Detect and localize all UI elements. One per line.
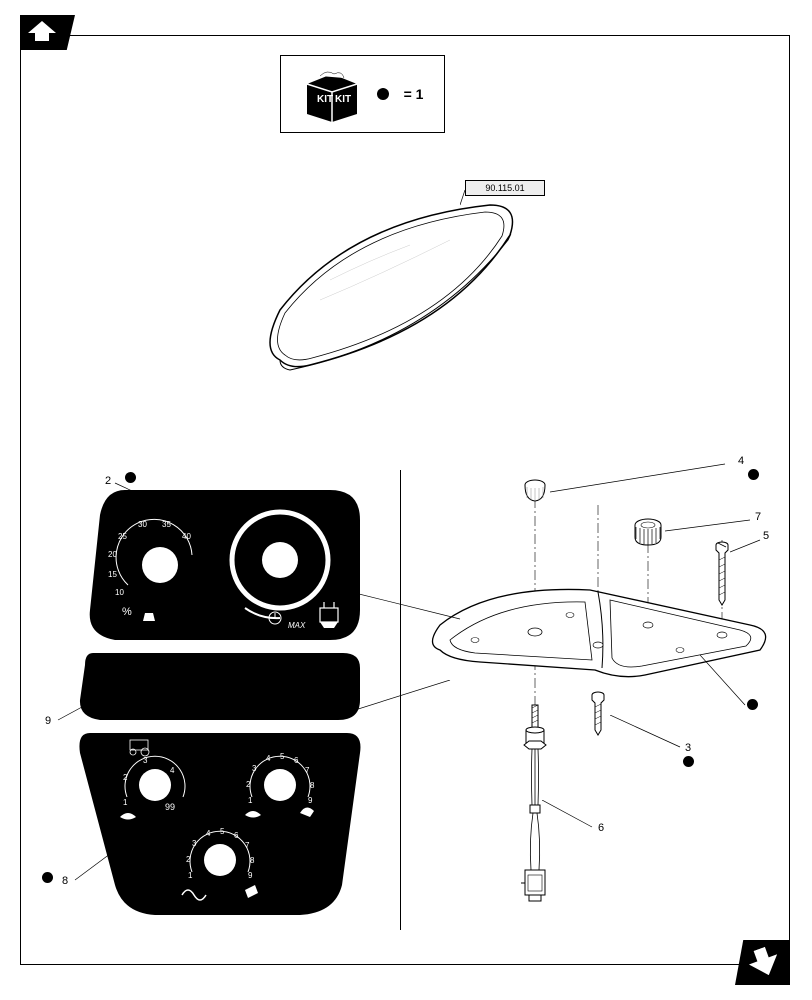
callout-8-dot (42, 872, 53, 883)
nav-back-icon[interactable] (20, 15, 75, 50)
callout-5: 5 (763, 530, 769, 542)
kit-equals-label: = 1 (404, 86, 424, 102)
callout-9: 9 (45, 715, 51, 727)
ref-label: 90.115.01 (465, 180, 545, 196)
svg-text:2: 2 (123, 773, 128, 782)
callout-4: 4 (738, 455, 744, 467)
svg-text:8: 8 (250, 856, 255, 865)
screw-short (592, 692, 604, 735)
kit-dot-icon (377, 88, 389, 100)
knob-smooth (525, 480, 545, 501)
svg-text:8: 8 (310, 781, 315, 790)
svg-text:1: 1 (188, 871, 193, 880)
callout-8: 8 (62, 875, 68, 887)
nav-next-icon[interactable] (735, 940, 790, 985)
svg-text:1: 1 (123, 798, 128, 807)
svg-text:5: 5 (280, 752, 285, 761)
middle-decal (80, 653, 360, 720)
svg-text:%: % (122, 606, 132, 618)
svg-text:15: 15 (108, 570, 117, 579)
callout-6: 6 (598, 822, 604, 834)
svg-text:MAX: MAX (288, 621, 306, 630)
svg-text:2: 2 (186, 855, 191, 864)
callout-7: 7 (755, 511, 761, 523)
svg-text:7: 7 (245, 841, 250, 850)
svg-text:4: 4 (206, 829, 211, 838)
kit-legend-box: KIT KIT = 1 (280, 55, 445, 133)
svg-text:1: 1 (248, 796, 253, 805)
svg-text:6: 6 (294, 756, 299, 765)
svg-text:5: 5 (220, 827, 225, 836)
knob-knurled (635, 519, 661, 545)
callout-3-dot (683, 756, 694, 767)
svg-text:99: 99 (165, 802, 175, 812)
svg-text:KIT: KIT (335, 94, 351, 105)
callout-2: 2 (105, 475, 111, 487)
svg-text:3: 3 (252, 764, 257, 773)
svg-text:4: 4 (266, 754, 271, 763)
cover-panel-drawing (250, 190, 540, 395)
svg-text:10: 10 (115, 588, 124, 597)
callout-2-dot (125, 472, 136, 483)
callout-4-dot (748, 469, 759, 480)
kit-icon: KIT KIT (302, 64, 362, 124)
svg-text:6: 6 (234, 831, 239, 840)
callout-3: 3 (685, 742, 691, 754)
svg-text:9: 9 (308, 796, 313, 805)
svg-text:3: 3 (143, 756, 148, 765)
svg-text:7: 7 (305, 766, 310, 775)
svg-text:4: 4 (170, 766, 175, 775)
svg-text:2: 2 (246, 780, 251, 789)
svg-text:9: 9 (248, 871, 253, 880)
svg-text:3: 3 (192, 839, 197, 848)
screw-long (716, 542, 728, 605)
bottom-decal (79, 733, 360, 915)
svg-text:KIT: KIT (317, 94, 333, 105)
